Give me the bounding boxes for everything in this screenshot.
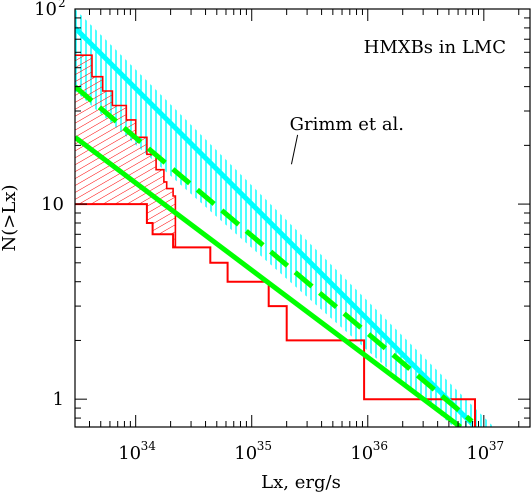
x-tick-label-exp: 37: [489, 439, 504, 453]
x-tick-label-exp: 34: [141, 439, 157, 453]
y-tick-label-exp: 2: [58, 0, 66, 10]
plot-frame: [74, 8, 531, 428]
y-tick-label: 1: [53, 389, 64, 410]
axis-ticks: [74, 8, 530, 427]
x-tick-label: 10: [350, 443, 373, 464]
plot-area: [75, 9, 494, 427]
confidence-band: [75, 9, 494, 427]
dashed-fit-line-2: [75, 84, 474, 424]
red-hatched-region: [75, 55, 176, 248]
red-step-line: [75, 203, 476, 427]
fit-line-1: [75, 26, 474, 426]
annotation-label: Grimm et al.: [290, 114, 404, 135]
chart-title: HMXBs in LMC: [364, 37, 506, 58]
x-axis-label: Lx, erg/s: [261, 472, 341, 493]
fit-line-3: [75, 135, 463, 427]
red-region-outline: [75, 54, 177, 248]
y-tick-label: 10: [34, 0, 57, 20]
x-tick-label: 10: [466, 443, 489, 464]
x-tick-label-exp: 35: [257, 439, 272, 453]
x-tick-label-exp: 36: [373, 439, 388, 453]
y-axis-label: N(>Lx): [0, 185, 20, 252]
y-tick-label: 10: [41, 194, 64, 215]
x-tick-label: 10: [234, 443, 257, 464]
x-tick-label: 10: [118, 443, 141, 464]
annotation-leader: [290, 134, 299, 165]
